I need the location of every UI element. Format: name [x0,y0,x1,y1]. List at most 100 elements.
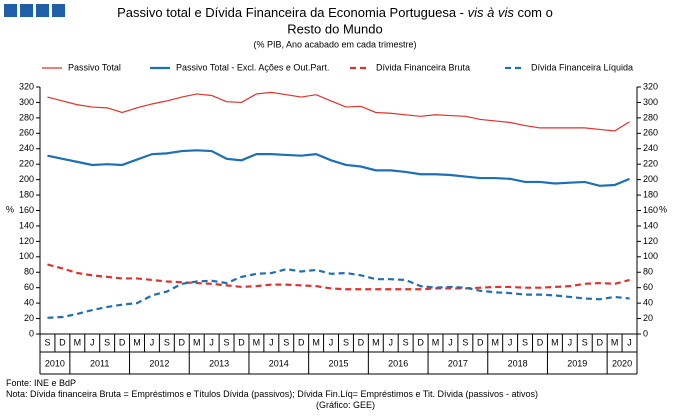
source: Fonte: INE e BdP [6,378,77,388]
legend-label: Dívida Financeira Bruta [376,62,470,72]
y-tick-label: 180 [19,189,34,199]
x-group-label: 2010 [45,358,65,368]
y-tick-label: 220 [19,159,34,169]
x-tick-label: J [150,337,155,347]
x-group-label: 2018 [508,358,528,368]
logo [4,4,65,17]
x-tick-label: M [372,337,380,347]
y-tick-label: 80 [24,267,34,277]
series-line [47,263,630,291]
legend-label: Dívida Financeira Líquida [531,62,633,72]
x-tick-label: M [312,337,320,347]
y2-tick-label: 180 [643,189,658,199]
chart: Passivo total e Dívida Financeira da Eco… [4,4,667,375]
x-tick-label: D [238,337,245,347]
y2-tick-label: 260 [643,128,658,138]
y2-tick-label: 0 [643,328,648,338]
y-tick-label: 160 [19,205,34,215]
note: Nota: Dívida financeira Bruta = Emprésti… [6,389,539,399]
y-tick-label: 280 [19,112,34,122]
x-tick-label: J [508,337,513,347]
x-group-label: 2012 [149,358,169,368]
x-group-label: 2019 [567,358,587,368]
y-tick-label: 320 [19,81,34,91]
x-tick-label: S [522,337,528,347]
x-tick-label: S [44,337,50,347]
x-tick-label: M [74,337,82,347]
series-line [47,91,630,132]
x-tick-label: D [298,337,305,347]
x-group-label: 2016 [388,358,408,368]
x-tick-label: J [269,337,274,347]
y-tick-label: 120 [19,236,34,246]
x-tick-label: S [164,337,170,347]
x-group-label: 2011 [90,358,109,368]
y-tick-label: 260 [19,128,34,138]
y2-tick-label: 100 [643,251,658,261]
x-tick-label: D [358,337,365,347]
y-tick-label: 200 [19,174,34,184]
legend-label: Passivo Total [68,62,121,72]
x-tick-label: M [133,337,141,347]
x-tick-label: D [417,337,424,347]
y-axis-label: % [6,204,14,214]
y2-tick-label: 60 [643,282,653,292]
x-group-label: 2017 [448,358,468,368]
y2-tick-label: 220 [643,159,658,169]
y-tick-label: 0 [29,328,34,338]
legend-label: Passivo Total - Excl. Ações e Out.Part. [176,62,329,72]
notes: Fonte: INE e BdP Nota: Dívida financeira… [6,378,546,411]
x-tick-label: D [537,337,544,347]
x-tick-label: M [611,337,619,347]
y2-tick-label: 120 [643,236,658,246]
x-tick-label: J [388,337,393,347]
subtitle: (% PIB, Ano acabado em cada trimestre) [253,39,416,49]
y2-tick-label: 280 [643,112,658,122]
y-tick-label: 300 [19,97,34,107]
x-tick-label: J [568,337,573,347]
x-tick-label: M [491,337,499,347]
series-line [47,268,630,319]
y2-tick-label: 240 [643,143,658,153]
y-tick-label: 60 [24,282,34,292]
series-line [47,149,630,187]
x-tick-label: S [343,337,349,347]
y2-tick-label: 40 [643,298,653,308]
x-tick-label: D [179,337,186,347]
y2-tick-label: 140 [643,220,658,230]
x-group-label: 2013 [209,358,229,368]
chart-title: Resto do Mundo [287,21,382,36]
x-tick-label: M [551,337,559,347]
y2-tick-label: 160 [643,205,658,215]
x-tick-label: S [104,337,110,347]
x-tick-label: J [448,337,453,347]
x-tick-label: J [209,337,214,347]
y2-axis-label: % [659,204,667,214]
x-tick-label: S [283,337,289,347]
x-tick-label: D [596,337,603,347]
x-tick-label: S [403,337,409,347]
x-tick-label: M [432,337,440,347]
x-tick-label: D [477,337,484,347]
x-tick-label: J [90,337,95,347]
x-tick-label: D [59,337,66,347]
y-tick-label: 140 [19,220,34,230]
y-tick-label: 100 [19,251,34,261]
x-tick-label: S [462,337,468,347]
x-tick-label: S [582,337,588,347]
y2-tick-label: 300 [643,97,658,107]
y2-tick-label: 320 [643,81,658,91]
x-tick-label: M [253,337,261,347]
x-group-label: 2015 [328,358,348,368]
x-tick-label: M [193,337,201,347]
x-tick-label: J [627,337,632,347]
x-tick-label: D [119,337,126,347]
x-group-label: 2014 [269,358,289,368]
y2-tick-label: 20 [643,313,653,323]
credit: (Gráfico: GEE) [316,400,376,410]
y-tick-label: 40 [24,298,34,308]
x-tick-label: S [224,337,230,347]
y-tick-label: 240 [19,143,34,153]
y2-tick-label: 200 [643,174,658,184]
